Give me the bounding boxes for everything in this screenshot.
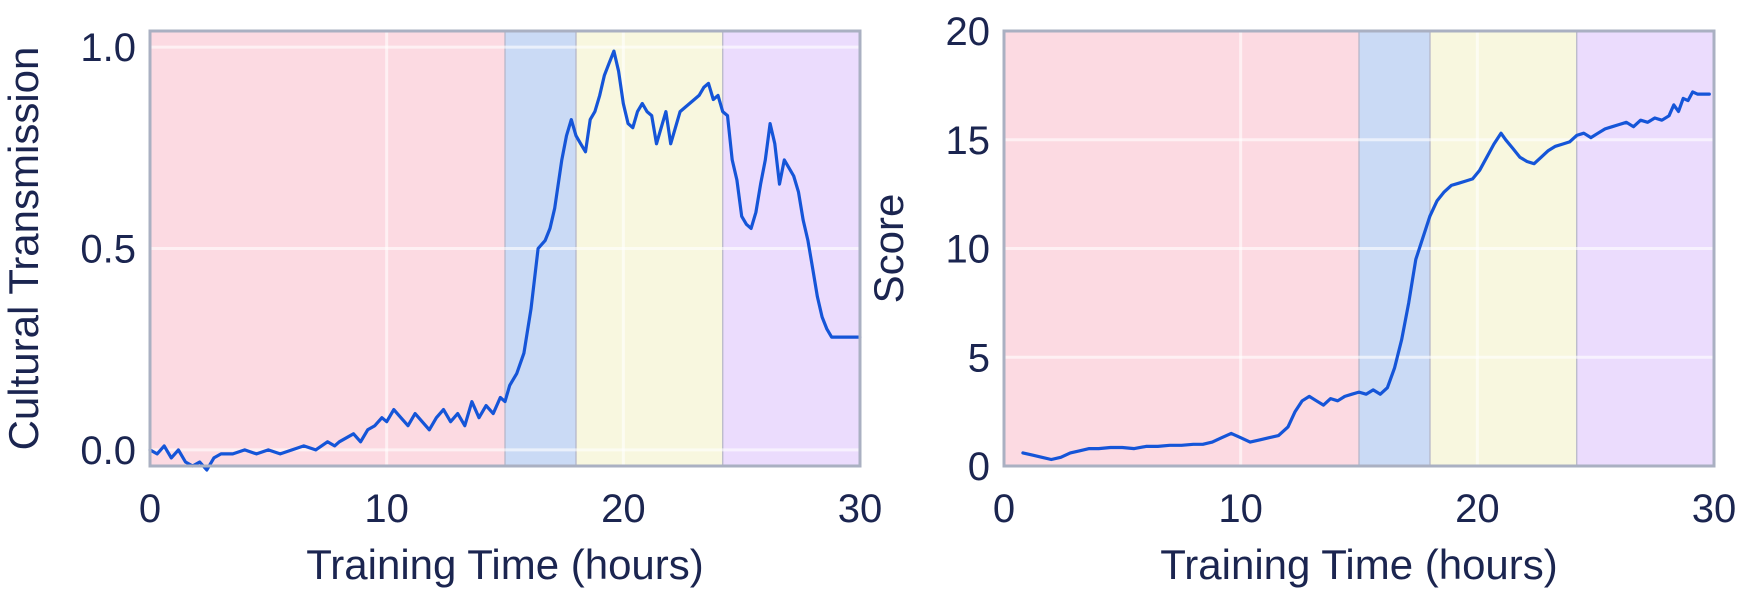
y-tick-label: 5	[968, 336, 990, 380]
x-axis-label: Training Time (hours)	[306, 541, 704, 588]
y-tick-label: 0.0	[80, 429, 136, 473]
x-tick-label: 20	[601, 487, 646, 531]
x-tick-label: 10	[1218, 487, 1263, 531]
score-panel: 0 10 20 30 0 5 10 15 20 Training Time (hours) Scor…	[865, 10, 1736, 588]
y-tick-label: 1.0	[80, 26, 136, 70]
cultural-transmission-panel: 0 10 20 30 0.0 0.5 1.0 Training Time (hours) Cul…	[0, 26, 882, 588]
plot-frame	[1002, 29, 1716, 468]
x-tick-label: 30	[1692, 487, 1737, 531]
y-axis-label: Score	[865, 194, 912, 304]
y-tick-label: 10	[946, 228, 991, 272]
x-tick-label: 20	[1455, 487, 1500, 531]
y-tick-label: 0	[968, 445, 990, 489]
y-tick-label: 0.5	[80, 228, 136, 272]
x-tick-label: 0	[993, 487, 1015, 531]
y-axis-label: Cultural Transmission	[0, 47, 47, 451]
y-tick-label: 20	[946, 10, 991, 54]
x-tick-label: 10	[364, 487, 409, 531]
plot-frame	[148, 29, 862, 468]
x-tick-label: 30	[838, 487, 883, 531]
y-tick-label: 15	[946, 119, 991, 163]
series-line-1	[1021, 90, 1711, 462]
x-axis-label: Training Time (hours)	[1160, 541, 1558, 588]
series-line-1	[148, 49, 862, 472]
x-tick-label: 0	[139, 487, 161, 531]
